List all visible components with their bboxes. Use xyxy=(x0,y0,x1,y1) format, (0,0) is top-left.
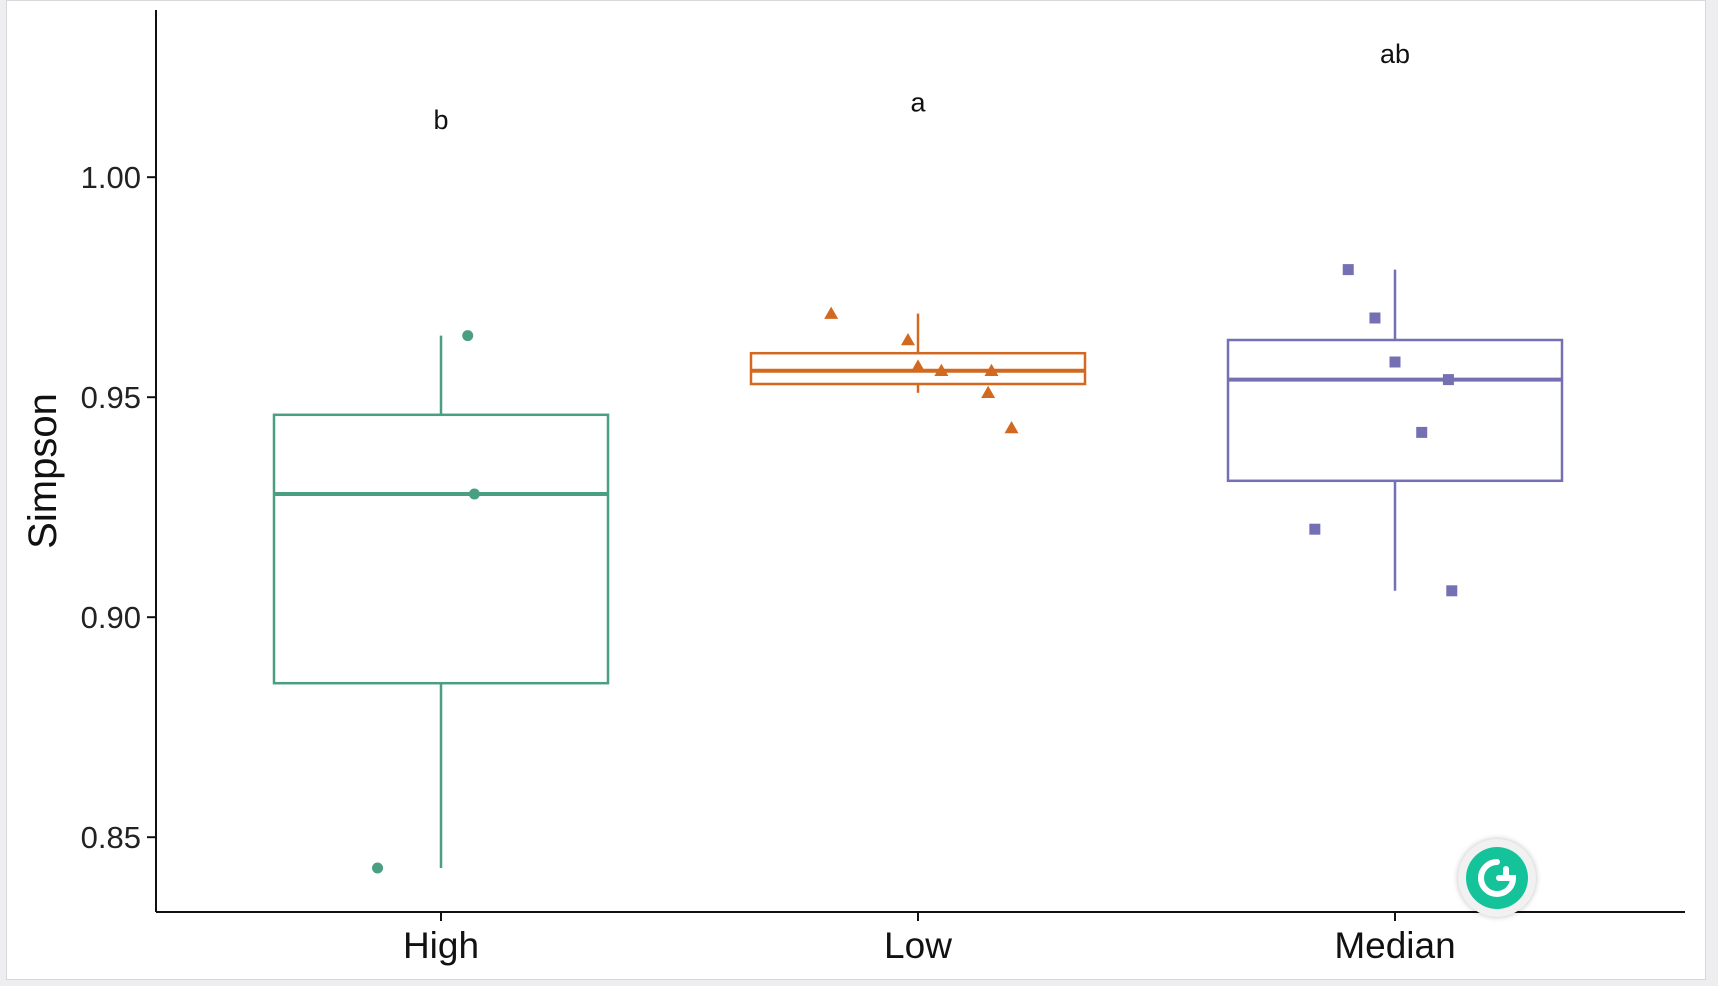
data-point xyxy=(824,306,839,319)
data-point xyxy=(981,385,996,399)
data-point xyxy=(468,488,480,500)
data-point xyxy=(900,333,915,346)
box-group-layer xyxy=(272,269,1564,868)
data-point xyxy=(372,862,384,874)
y-tick-label: 0.85 xyxy=(81,820,141,855)
box-median xyxy=(1226,269,1564,591)
data-point xyxy=(984,363,999,377)
y-tick-label: 0.95 xyxy=(81,380,141,415)
box-iqr xyxy=(272,413,610,685)
data-point xyxy=(934,363,949,377)
x-tick-label: Low xyxy=(884,925,952,966)
y-axis-title: Simpson xyxy=(21,393,65,549)
box-high xyxy=(272,335,610,868)
axes: 0.85 0.90 0.95 1.00 High Low Median xyxy=(81,10,1685,966)
data-point xyxy=(1416,426,1428,438)
point-layer xyxy=(372,264,1458,874)
data-point xyxy=(1369,312,1381,324)
x-tick-label: Median xyxy=(1334,925,1455,966)
grammarly-button[interactable] xyxy=(1458,839,1536,917)
data-point xyxy=(911,359,925,372)
significance-letter: a xyxy=(910,87,926,117)
data-point xyxy=(1442,374,1454,386)
grammarly-icon xyxy=(1466,847,1528,909)
data-point xyxy=(1342,264,1354,276)
data-point xyxy=(1309,523,1321,535)
significance-letter: ab xyxy=(1380,39,1410,69)
data-point xyxy=(462,330,474,342)
significance-letters: b a ab xyxy=(433,39,1410,135)
data-point xyxy=(1389,356,1401,368)
box-low xyxy=(749,313,1087,393)
y-tick-label: 0.90 xyxy=(81,600,141,635)
y-tick-label: 1.00 xyxy=(81,160,141,195)
x-tick-label: High xyxy=(403,925,479,966)
significance-letter: b xyxy=(433,105,448,135)
data-point xyxy=(1446,585,1458,597)
data-point xyxy=(1004,421,1019,434)
